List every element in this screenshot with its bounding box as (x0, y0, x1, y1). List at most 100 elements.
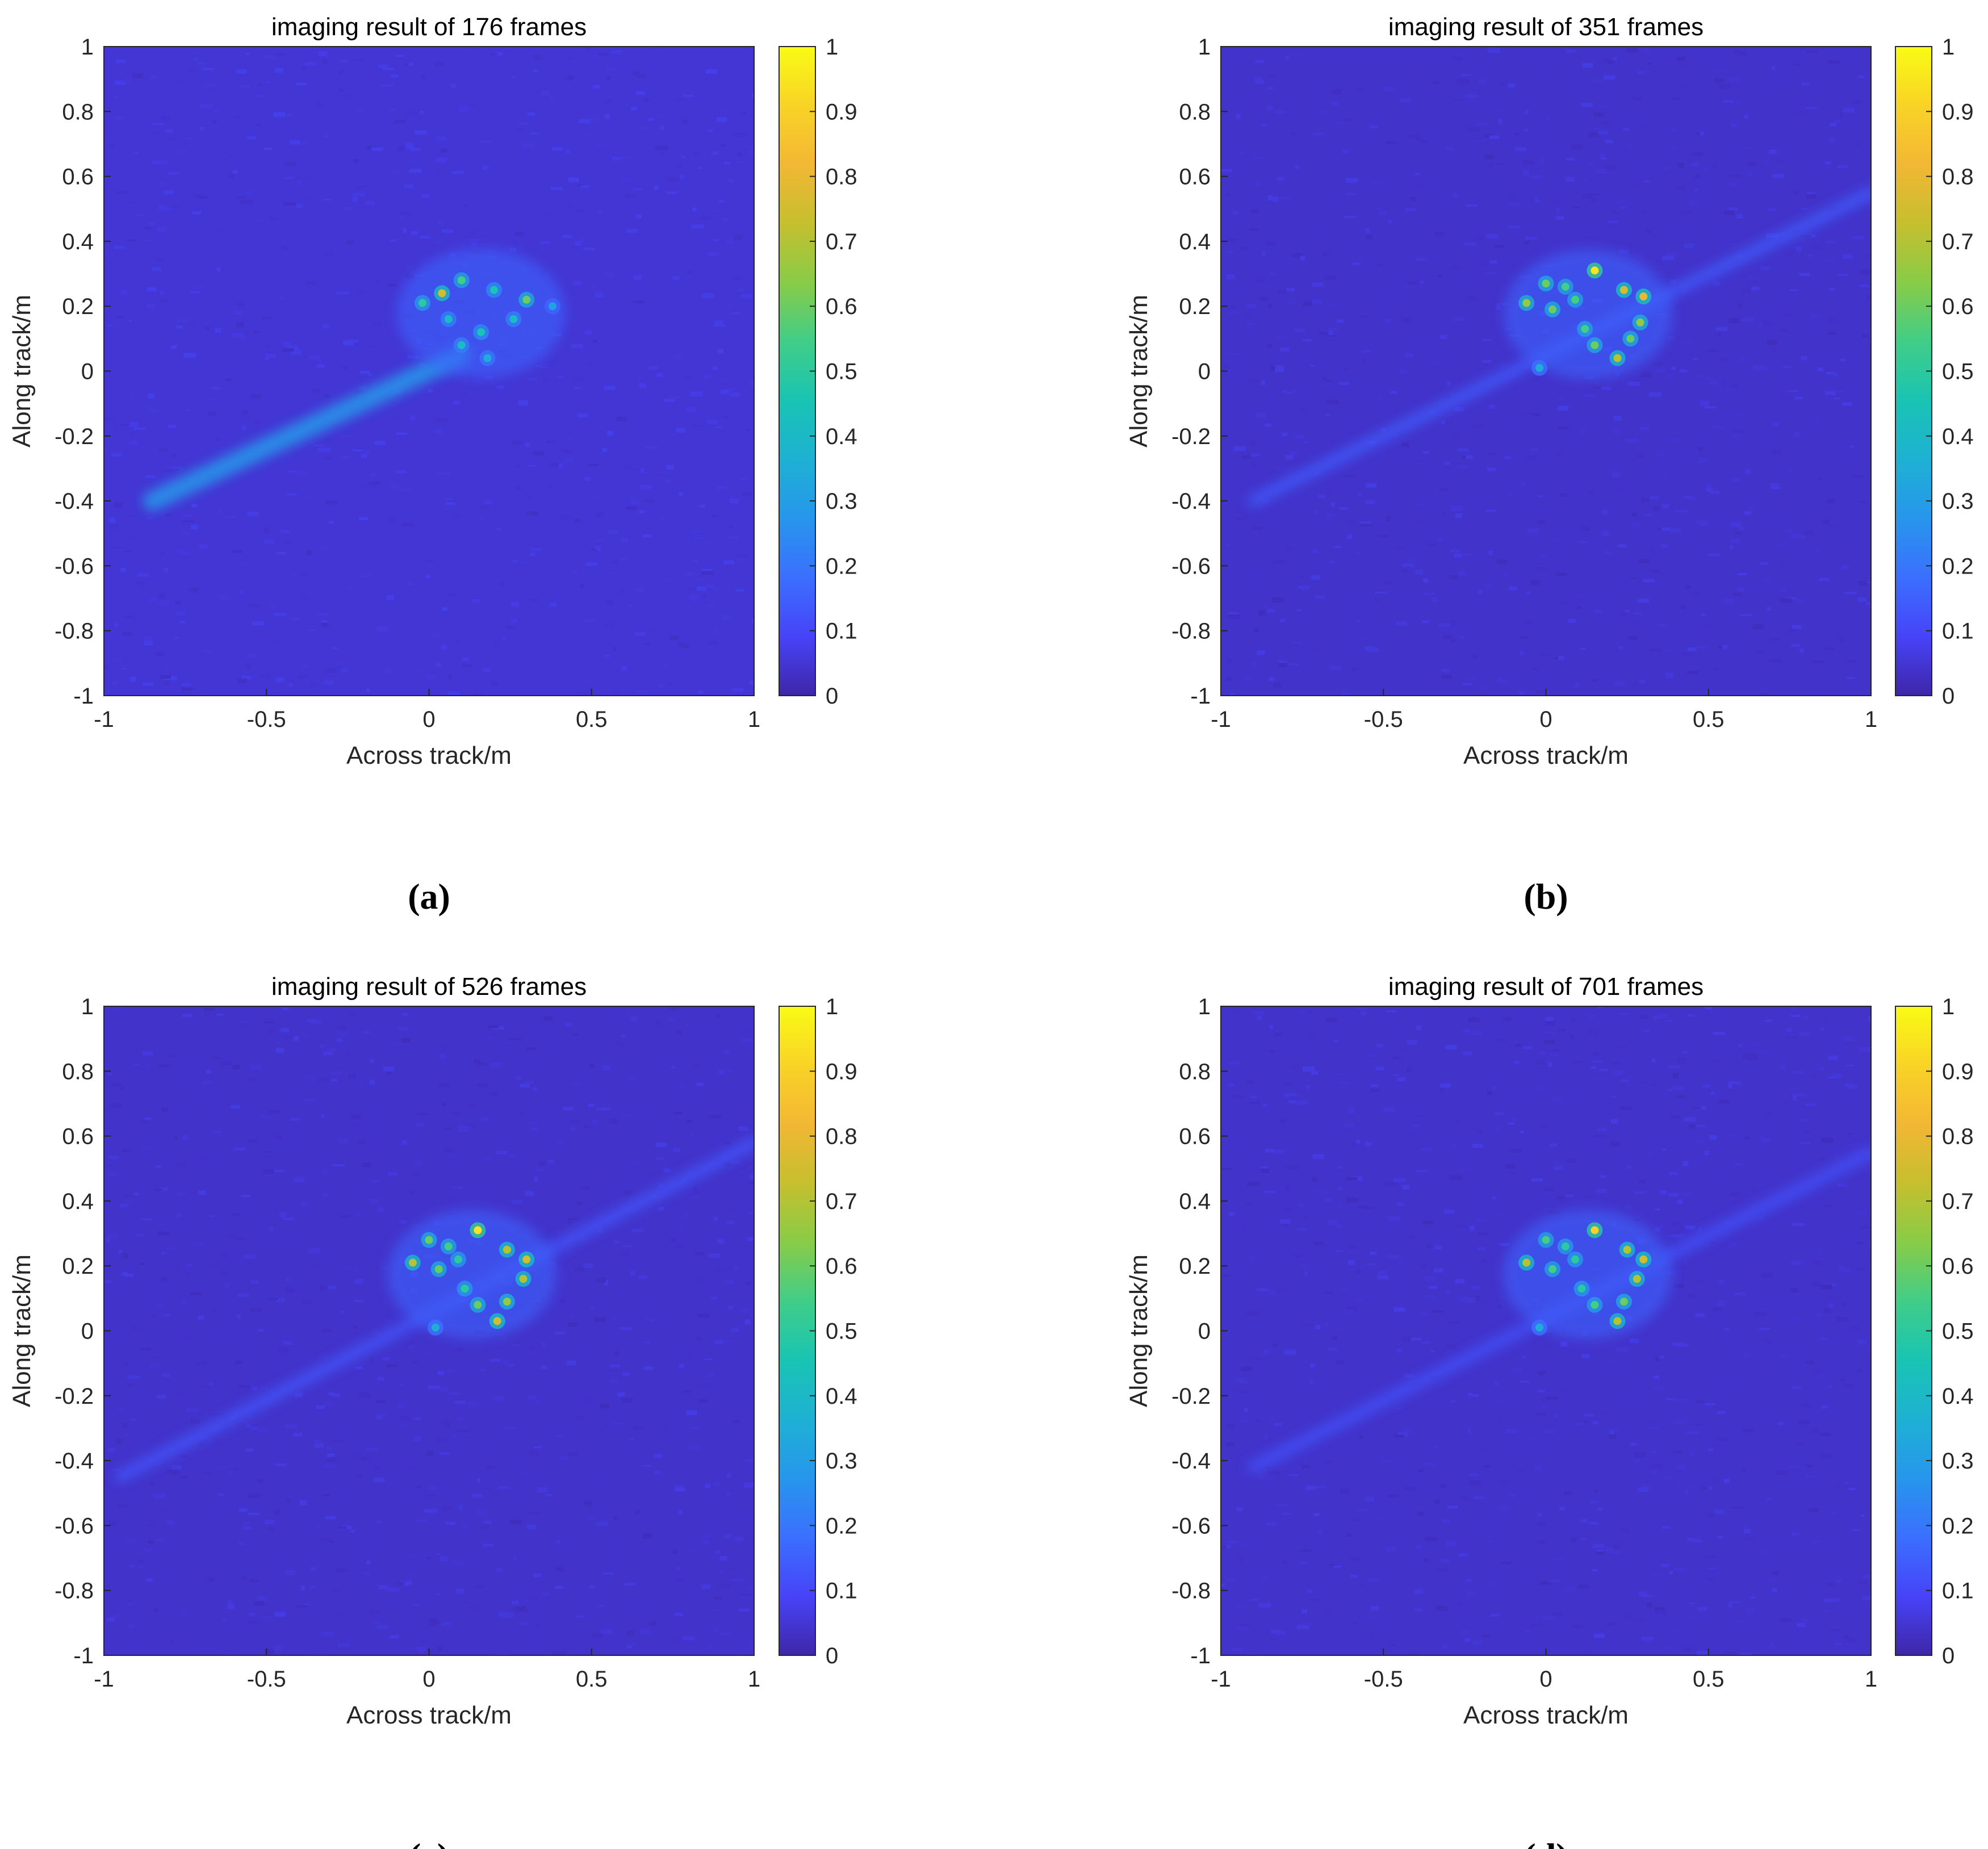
speckle-cell (396, 1440, 402, 1443)
speckle-cell (1701, 613, 1706, 616)
speckle-cell (1683, 652, 1694, 656)
speckle-cell (1314, 86, 1321, 90)
speckle-cell (627, 598, 638, 601)
speckle-cell (1366, 1615, 1378, 1620)
speckle-cell (550, 603, 556, 607)
speckle-cell (250, 1307, 262, 1312)
speckle-cell (1843, 1244, 1849, 1246)
speckle-cell (1466, 1592, 1477, 1597)
speckle-cell (199, 126, 204, 131)
speckle-cell (161, 115, 171, 120)
speckle-cell (452, 171, 464, 174)
speckle-cell (196, 599, 206, 604)
speckle-cell (1571, 1018, 1576, 1023)
speckle-cell (626, 1010, 630, 1015)
peak-point (1639, 1255, 1648, 1264)
speckle-cell (426, 1557, 432, 1559)
speckle-cell (1668, 438, 1681, 442)
speckle-cell (1340, 1489, 1349, 1494)
peak-point (1548, 1265, 1556, 1273)
speckle-cell (656, 1132, 662, 1136)
speckle-cell (1541, 152, 1551, 154)
speckle-cell (253, 1601, 265, 1606)
speckle-cell (1285, 455, 1294, 460)
speckle-cell (1729, 1191, 1741, 1197)
speckle-cell (645, 1341, 651, 1344)
speckle-cell (1651, 1059, 1656, 1062)
speckle-cell (1275, 110, 1286, 114)
speckle-cell (1696, 520, 1709, 524)
speckle-cell (1655, 1609, 1666, 1612)
speckle-cell (667, 191, 677, 194)
peak-point (1542, 279, 1550, 288)
speckle-cell (1625, 1206, 1633, 1208)
speckle-cell (1706, 1486, 1713, 1490)
speckle-cell (349, 667, 358, 670)
colorbar-tick-label: 0.7 (826, 229, 857, 254)
speckle-cell (242, 1021, 249, 1023)
speckle-cell (114, 635, 124, 639)
speckle-cell (296, 82, 307, 86)
speckle-cell (1805, 107, 1817, 109)
y-tick-label: 1 (81, 35, 94, 60)
speckle-cell (421, 1351, 433, 1354)
colorbar-tick-label: 0.7 (1942, 1189, 1974, 1214)
speckle-cell (125, 1434, 130, 1437)
speckle-cell (1264, 1191, 1275, 1193)
speckle-cell (553, 1651, 566, 1655)
speckle-cell (717, 378, 728, 382)
speckle-cell (1613, 416, 1622, 421)
speckle-cell (1611, 616, 1618, 620)
speckle-cell (336, 1032, 349, 1036)
speckle-cell (1740, 614, 1753, 616)
y-tick-label: 0.4 (62, 1189, 94, 1214)
speckle-cell (149, 485, 156, 490)
speckle-cell (1785, 1061, 1790, 1066)
speckle-cell (111, 1608, 116, 1612)
speckle-cell (1822, 358, 1834, 362)
speckle-cell (612, 1423, 625, 1425)
speckle-cell (1825, 391, 1836, 396)
speckle-cell (1302, 1465, 1310, 1469)
speckle-cell (1603, 75, 1615, 80)
speckle-cell (1559, 1390, 1571, 1393)
speckle-cell (115, 191, 127, 194)
speckle-cell (1325, 549, 1333, 551)
speckle-cell (1655, 451, 1662, 456)
speckle-cell (452, 1186, 463, 1189)
y-tick-label: -0.6 (55, 554, 94, 579)
speckle-cell (541, 1484, 552, 1488)
speckle-cell (1827, 1598, 1840, 1603)
speckle-cell (231, 93, 235, 96)
speckle-cell (1765, 1019, 1772, 1022)
speckle-cell (1595, 1078, 1607, 1081)
speckle-cell (323, 1051, 333, 1056)
speckle-cell (1786, 1028, 1793, 1032)
speckle-cell (1826, 240, 1836, 244)
speckle-cell (262, 56, 272, 59)
speckle-cell (1743, 1136, 1750, 1140)
speckle-cell (711, 152, 719, 156)
speckle-cell (1772, 1588, 1777, 1592)
speckle-cell (241, 185, 246, 189)
speckle-cell (1439, 1484, 1447, 1488)
speckle-cell (1512, 1117, 1517, 1120)
speckle-cell (322, 198, 332, 200)
speckle-cell (1805, 1360, 1815, 1365)
speckle-cell (1301, 1494, 1305, 1497)
speckle-cell (1557, 1054, 1568, 1059)
speckle-cell (1380, 1185, 1384, 1190)
speckle-cell (1316, 1189, 1327, 1194)
speckle-cell (1746, 173, 1752, 177)
speckle-cell (514, 486, 521, 490)
speckle-cell (1823, 1609, 1831, 1613)
speckle-cell (1374, 118, 1380, 123)
speckle-cell (219, 595, 229, 599)
speckle-cell (480, 505, 489, 509)
speckle-cell (1435, 1606, 1447, 1611)
speckle-cell (324, 668, 337, 673)
speckle-cell (648, 366, 658, 370)
speckle-cell (440, 551, 445, 554)
speckle-cell (1322, 1382, 1329, 1384)
speckle-cell (190, 1419, 200, 1424)
